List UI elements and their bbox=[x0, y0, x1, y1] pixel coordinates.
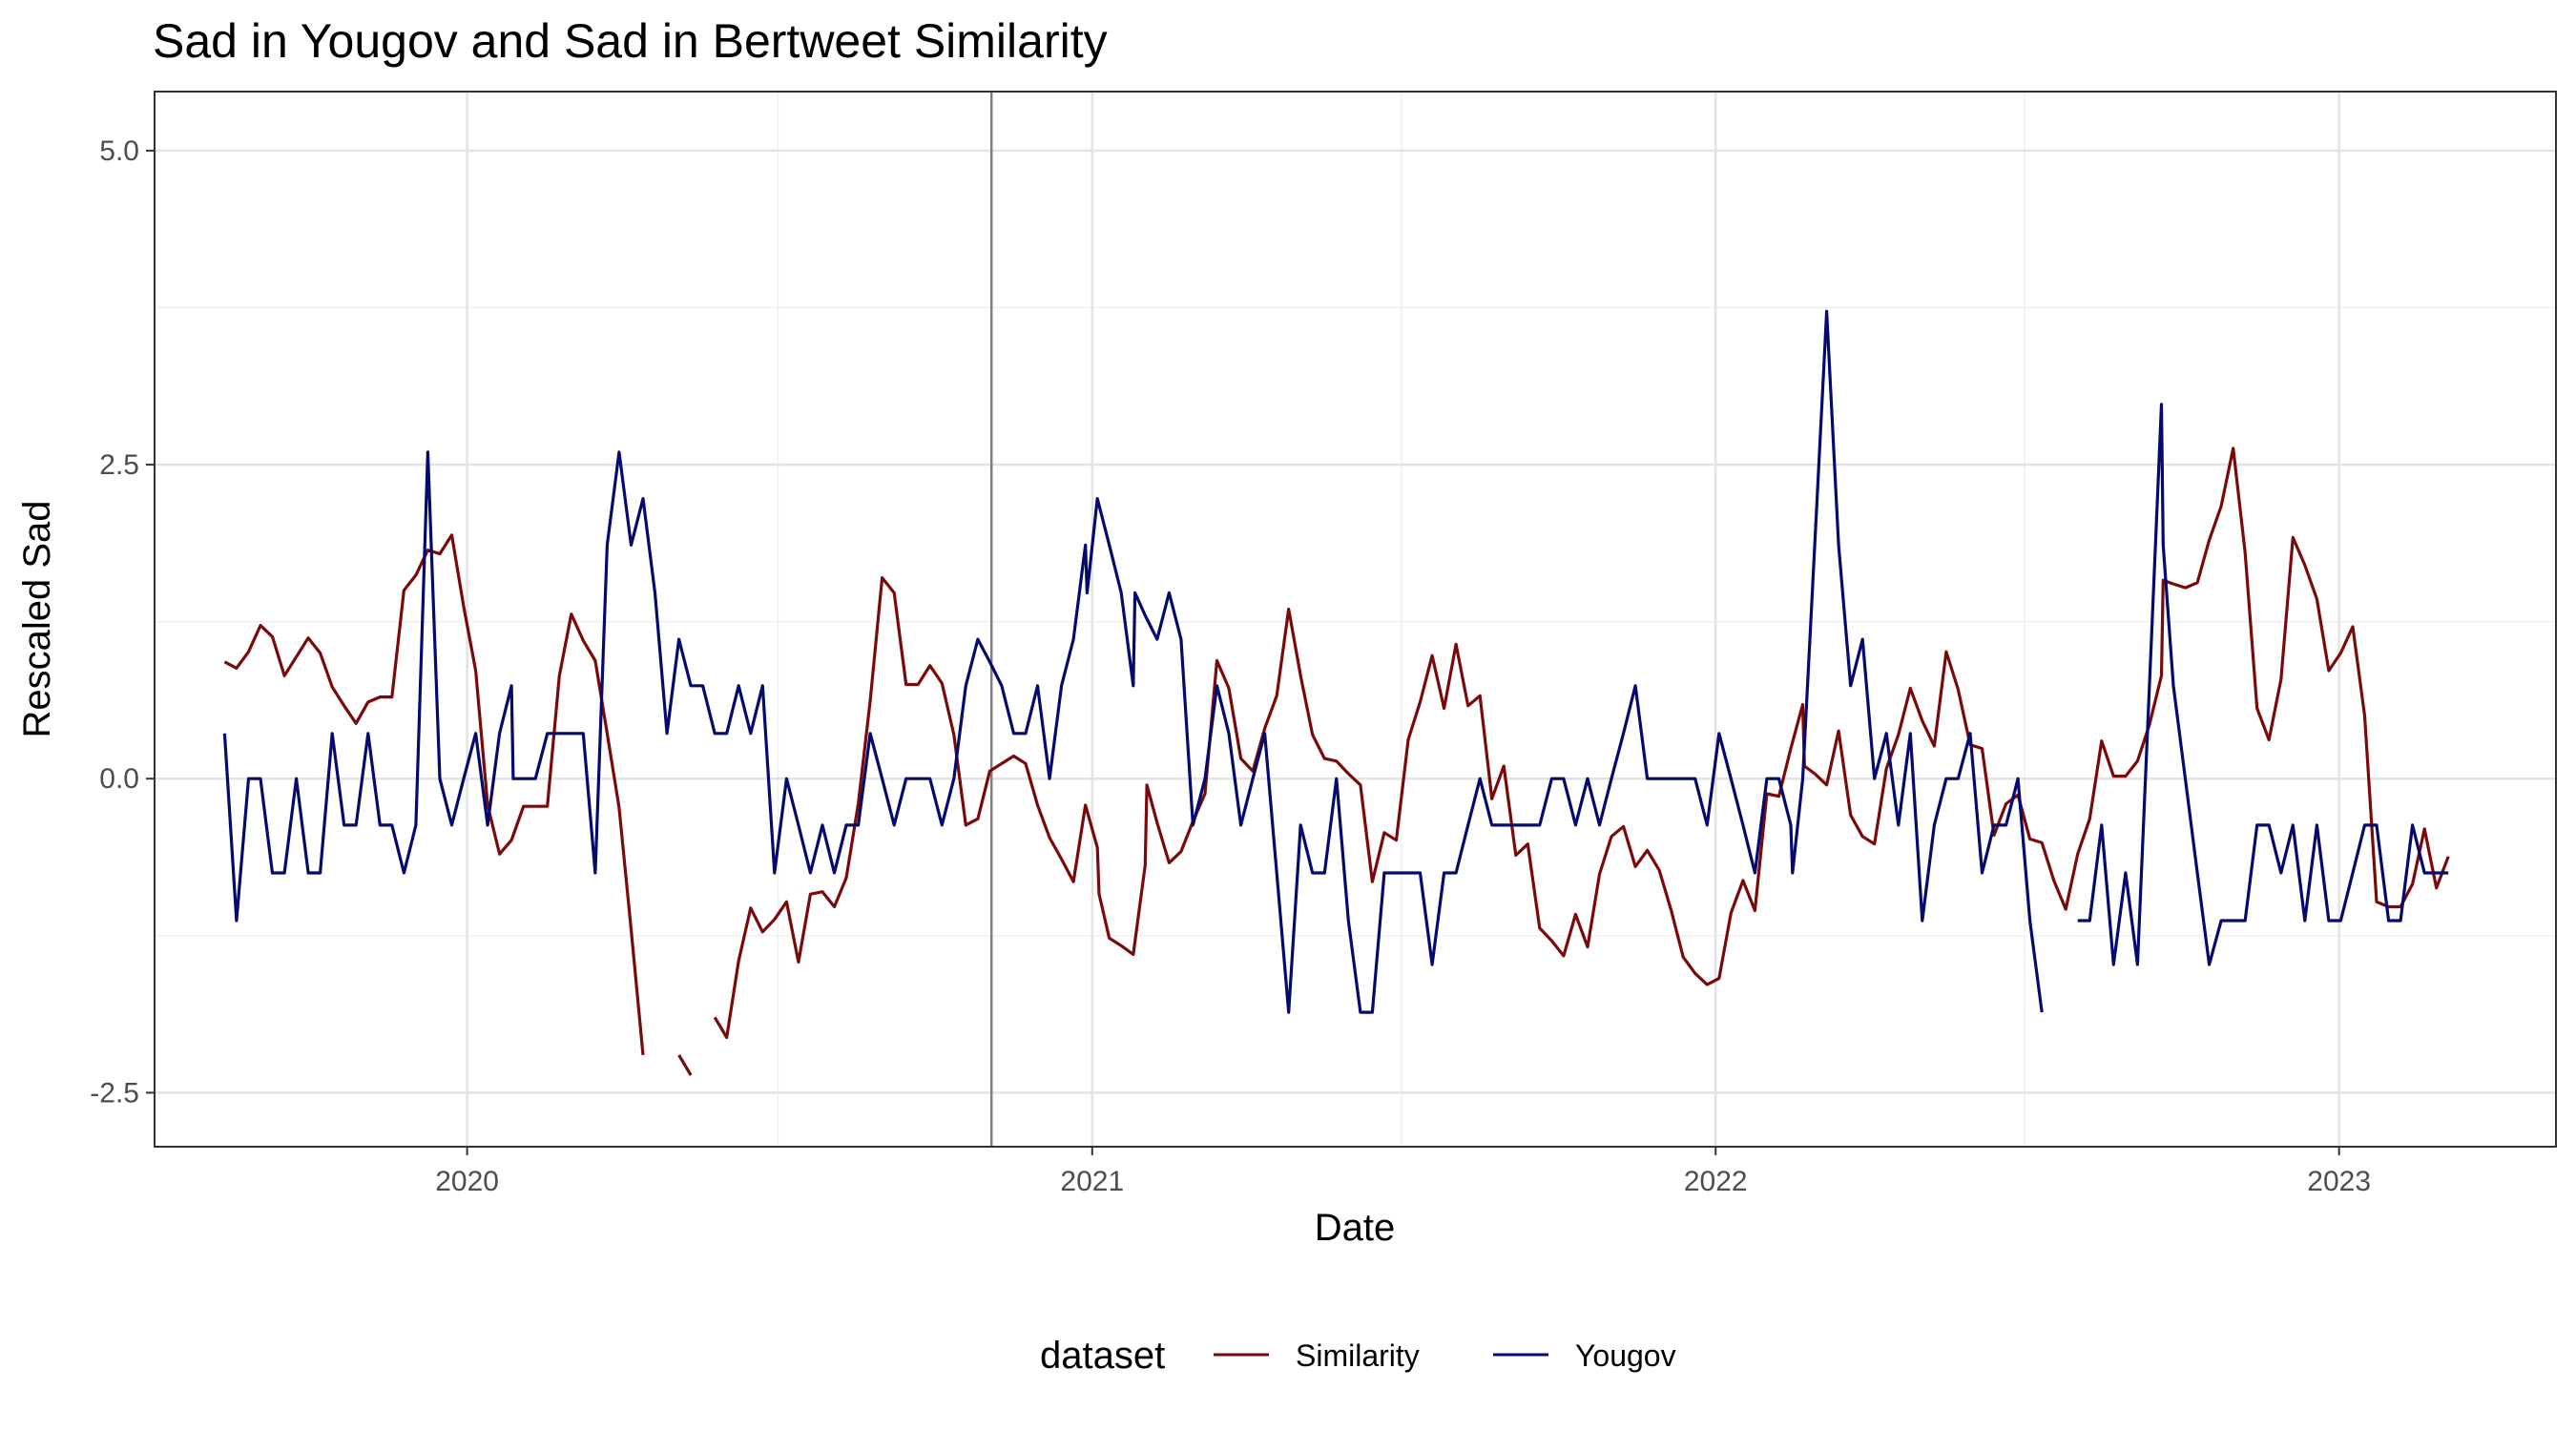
plot-grid bbox=[154, 92, 2556, 1147]
y-tick-label: 2.5 bbox=[99, 449, 139, 481]
x-tick-label: 2021 bbox=[1060, 1166, 1124, 1197]
legend-label-similarity: Similarity bbox=[1296, 1338, 1420, 1373]
y-tick-label: -2.5 bbox=[90, 1077, 139, 1109]
x-tick-label: 2022 bbox=[1684, 1166, 1748, 1197]
plot-border bbox=[154, 91, 2557, 1148]
x-tick-label: 2020 bbox=[435, 1166, 499, 1197]
plot-panel bbox=[155, 92, 2556, 1147]
series-line-similarity bbox=[223, 446, 2450, 1076]
x-tick-label: 2023 bbox=[2307, 1166, 2371, 1197]
y-tick-label: 5.0 bbox=[99, 135, 139, 167]
plot-series bbox=[222, 309, 2450, 1076]
x-axis-ticks: 2020 2021 2022 2023 bbox=[435, 1147, 2371, 1197]
series-line-yougov bbox=[222, 309, 2449, 1014]
y-axis-title: Rescaled Sad bbox=[16, 500, 58, 737]
y-axis-ticks: -2.5 0.0 2.5 5.0 bbox=[90, 135, 155, 1109]
legend-title: dataset bbox=[1040, 1335, 1165, 1377]
chart-title: Sad in Yougov and Sad in Bertweet Simila… bbox=[153, 14, 1108, 68]
y-tick-label: 0.0 bbox=[99, 763, 139, 795]
legend: dataset Similarity Yougov bbox=[1040, 1335, 1676, 1377]
x-axis-title: Date bbox=[1315, 1207, 1396, 1249]
legend-label-yougov: Yougov bbox=[1575, 1338, 1676, 1373]
